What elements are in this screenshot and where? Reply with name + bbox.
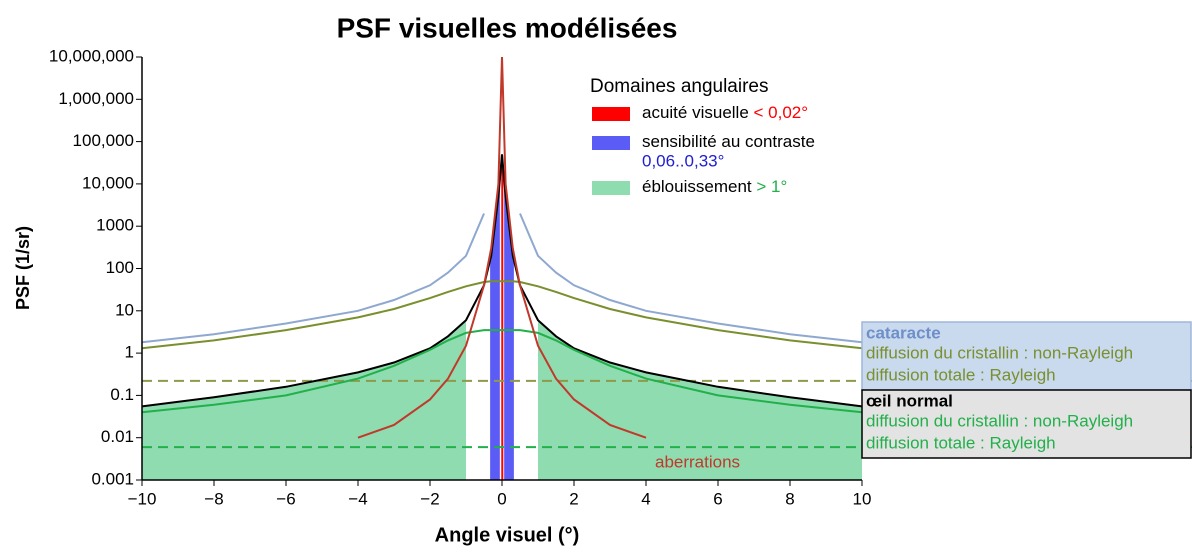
y-tick-label: 100 (106, 258, 134, 277)
legend-title: Domaines angulaires (590, 76, 769, 97)
series-line (141, 154, 863, 408)
legend-name: sensibilité au contraste (642, 132, 815, 151)
y-tick-label: 0.1 (110, 385, 134, 404)
series-line (141, 280, 863, 350)
panel-item: diffusion du cristallin : non-Rayleigh (866, 343, 1133, 362)
y-tick-label: 10,000 (82, 173, 134, 192)
legend-swatch (592, 136, 630, 150)
x-tick-label: 6 (713, 489, 722, 508)
legend-threshold: 0,06..0,33° (642, 151, 724, 170)
panel-title: cataracte (866, 323, 941, 342)
panel (861, 389, 1192, 459)
series-line (357, 56, 647, 439)
x-tick-label: 0 (497, 489, 506, 508)
x-tick-label: 4 (641, 489, 650, 508)
domain-band (501, 154, 504, 480)
x-tick-label: 2 (569, 489, 578, 508)
x-tick-label: −10 (128, 489, 157, 508)
annotation: aberrations (655, 452, 740, 471)
y-tick-label: 0.01 (101, 427, 134, 446)
panel-item: diffusion totale : Rayleigh (866, 433, 1056, 452)
domain-band (142, 154, 466, 480)
y-tick-label: 10 (115, 300, 134, 319)
y-tick-label: 100,000 (73, 131, 134, 150)
panel-item: diffusion du cristallin : non-Rayleigh (866, 411, 1133, 430)
legend-swatch (592, 181, 630, 195)
y-axis-label: PSF (1/sr) (13, 226, 33, 310)
series-line (141, 213, 863, 344)
legend-swatch (592, 107, 630, 121)
legend-threshold: < 0,02° (754, 103, 809, 122)
legend-entry: acuité visuelle < 0,02° (642, 103, 808, 122)
panel-item: diffusion totale : Rayleigh (866, 365, 1056, 384)
domain-band (490, 154, 500, 480)
x-axis-label: Angle visuel (°) (435, 524, 580, 546)
y-tick-label: 1,000,000 (58, 89, 134, 108)
y-tick-label: 1000 (96, 216, 134, 235)
x-tick-label: 10 (853, 489, 872, 508)
panel (861, 321, 1192, 391)
y-tick-label: 10,000,000 (49, 46, 134, 65)
legend-entry: éblouissement > 1° (642, 177, 787, 196)
y-tick-label: 1 (125, 343, 134, 362)
domain-band (504, 154, 514, 480)
y-tick-label: 0.001 (91, 469, 134, 488)
panel-title: œil normal (866, 391, 953, 410)
legend-name: éblouissement (642, 177, 752, 196)
chart-title: PSF visuelles modélisées (337, 12, 678, 43)
legend-name: acuité visuelle (642, 103, 749, 122)
x-tick-label: −2 (420, 489, 439, 508)
x-tick-label: −6 (276, 489, 295, 508)
series-line (141, 329, 863, 414)
x-tick-label: −8 (204, 489, 223, 508)
legend-entry: sensibilité au contraste (642, 132, 815, 151)
x-tick-label: −4 (348, 489, 367, 508)
x-tick-label: 8 (785, 489, 794, 508)
legend-threshold: > 1° (756, 177, 787, 196)
